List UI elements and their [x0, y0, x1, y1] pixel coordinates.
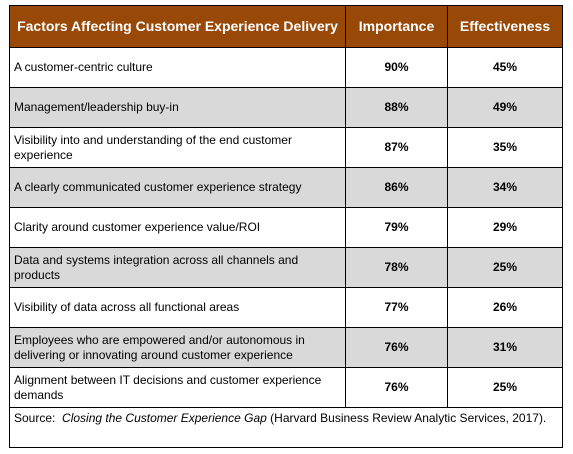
percent-cell: 34% — [447, 167, 563, 208]
table-row: Employees who are empowered and/or auton… — [9, 327, 563, 368]
data-table: Factors Affecting Customer Experience De… — [9, 5, 563, 448]
table-row: Alignment between IT decisions and custo… — [9, 367, 563, 408]
percent-cell: 35% — [447, 127, 563, 168]
table-row: A clearly communicated customer experien… — [9, 167, 563, 208]
percent-cell: 31% — [447, 327, 563, 368]
percent-cell: 49% — [447, 87, 563, 128]
header-cell: Effectiveness — [447, 5, 563, 48]
factor-cell: A customer-centric culture — [9, 47, 346, 88]
percent-cell: 76% — [345, 367, 448, 408]
header-cell: Factors Affecting Customer Experience De… — [9, 5, 346, 48]
percent-cell: 25% — [447, 247, 563, 288]
percent-cell: 86% — [345, 167, 448, 208]
percent-cell: 78% — [345, 247, 448, 288]
header-row: Factors Affecting Customer Experience De… — [9, 5, 563, 48]
percent-cell: 87% — [345, 127, 448, 168]
percent-cell: 29% — [447, 207, 563, 248]
percent-cell: 45% — [447, 47, 563, 88]
percent-cell: 90% — [345, 47, 448, 88]
factor-cell: Visibility into and understanding of the… — [9, 127, 346, 168]
table-header: Factors Affecting Customer Experience De… — [9, 5, 563, 48]
table-row: Data and systems integration across all … — [9, 247, 563, 288]
factor-cell: Data and systems integration across all … — [9, 247, 346, 288]
factor-cell: Visibility of data across all functional… — [9, 287, 346, 328]
table-row: A customer-centric culture 90% 45% — [9, 47, 563, 88]
factor-cell: A clearly communicated customer experien… — [9, 167, 346, 208]
table-row: Visibility of data across all functional… — [9, 287, 563, 328]
source-row: Source: Closing the Customer Experience … — [9, 407, 563, 448]
percent-cell: 76% — [345, 327, 448, 368]
source-cell: Source: Closing the Customer Experience … — [9, 407, 563, 448]
factor-cell: Clarity around customer experience value… — [9, 207, 346, 248]
table-row: Management/leadership buy-in 88% 49% — [9, 87, 563, 128]
percent-cell: 77% — [345, 287, 448, 328]
table-row: Visibility into and understanding of the… — [9, 127, 563, 168]
factor-cell: Employees who are empowered and/or auton… — [9, 327, 346, 368]
table-body: A customer-centric culture 90% 45% Manageme… — [9, 47, 563, 408]
header-cell: Importance — [345, 5, 448, 48]
source-prefix: Source: — [14, 411, 56, 425]
source-details: (Harvard Business Review Analytic Servic… — [270, 411, 547, 425]
percent-cell: 26% — [447, 287, 563, 328]
source-title: Closing the Customer Experience Gap — [62, 411, 267, 425]
factor-cell: Management/leadership buy-in — [9, 87, 346, 128]
table-footer: Source: Closing the Customer Experience … — [9, 407, 563, 448]
percent-cell: 25% — [447, 367, 563, 408]
percent-cell: 88% — [345, 87, 448, 128]
percent-cell: 79% — [345, 207, 448, 248]
table-row: Clarity around customer experience value… — [9, 207, 563, 248]
factor-cell: Alignment between IT decisions and custo… — [9, 367, 346, 408]
